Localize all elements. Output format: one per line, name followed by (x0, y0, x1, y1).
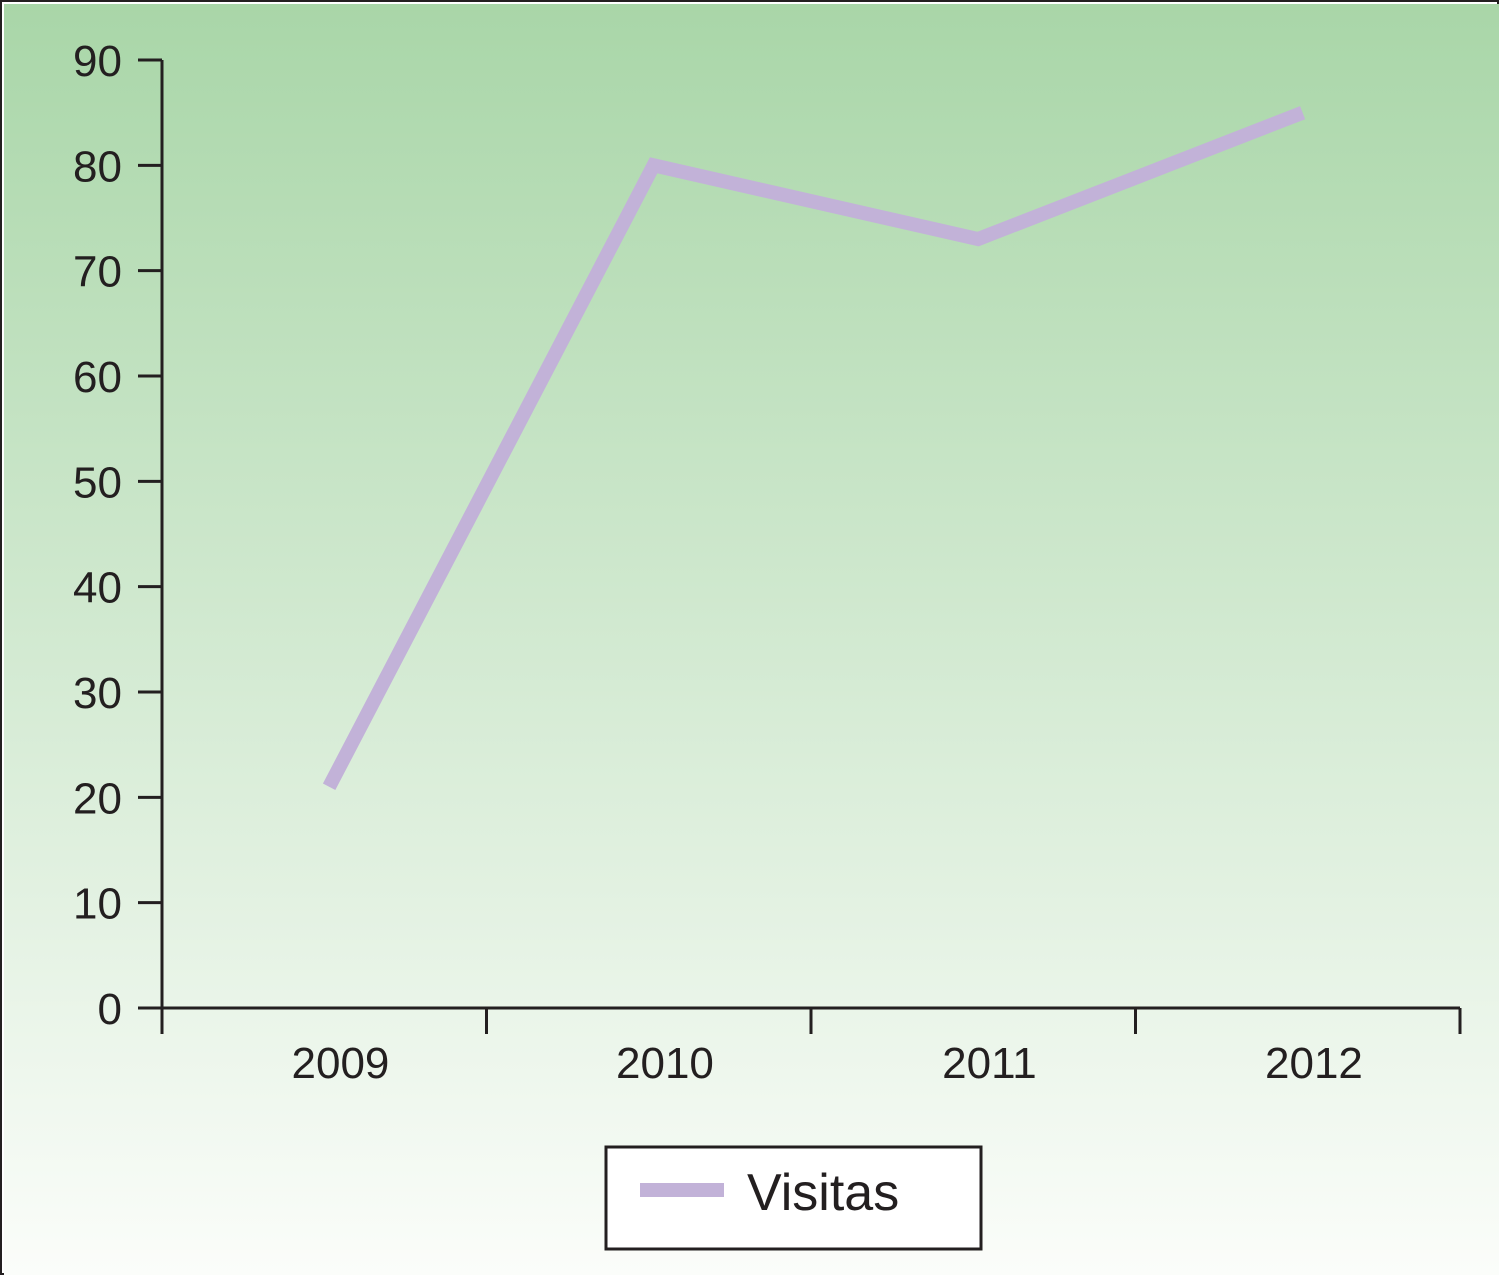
y-tick-label: 90 (73, 37, 122, 86)
x-tick-label: 2012 (1265, 1039, 1363, 1088)
x-tick-label: 2009 (292, 1039, 390, 1088)
x-tick-label: 2011 (942, 1039, 1037, 1088)
y-tick-label: 40 (73, 564, 122, 613)
x-tick-label: 2010 (616, 1039, 714, 1088)
y-tick-label: 70 (73, 248, 122, 297)
y-tick-label: 10 (73, 880, 122, 929)
y-tick-label: 60 (73, 353, 122, 402)
legend: Visitas (606, 1147, 981, 1249)
y-tick-label: 30 (73, 669, 122, 718)
legend-label-visitas: Visitas (747, 1164, 899, 1222)
y-tick-label: 0 (98, 985, 122, 1034)
y-tick-label: 20 (73, 774, 122, 823)
y-tick-label: 50 (73, 458, 122, 507)
y-tick-label: 80 (73, 142, 122, 191)
